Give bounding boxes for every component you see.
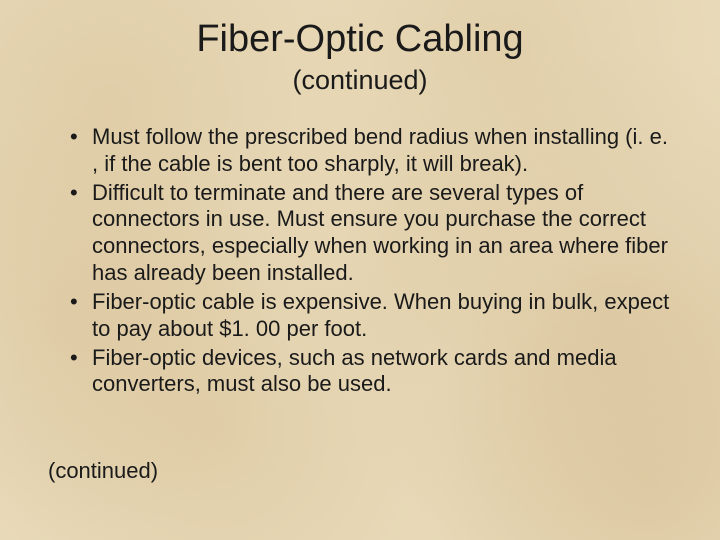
slide-title: Fiber-Optic Cabling <box>40 18 680 61</box>
bullet-list: Must follow the prescribed bend radius w… <box>40 124 680 398</box>
list-item: Must follow the prescribed bend radius w… <box>70 124 680 178</box>
list-item: Fiber-optic devices, such as network car… <box>70 345 680 399</box>
slide-container: Fiber-Optic Cabling (continued) Must fol… <box>0 0 720 540</box>
slide-subtitle: (continued) <box>40 65 680 96</box>
list-item: Fiber-optic cable is expensive. When buy… <box>70 289 680 343</box>
footer-continued: (continued) <box>40 458 680 484</box>
list-item: Difficult to terminate and there are sev… <box>70 180 680 287</box>
